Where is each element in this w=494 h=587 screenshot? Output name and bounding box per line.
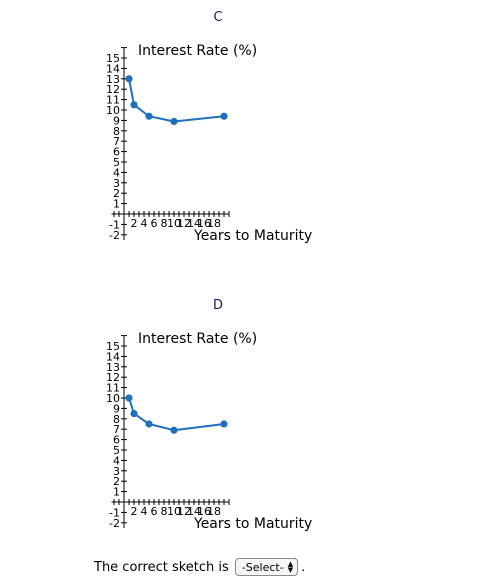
x-tick-label: 2	[131, 505, 138, 518]
x-tick-label: 6	[151, 505, 158, 518]
y-tick-label: 1	[113, 198, 120, 211]
data-point	[170, 426, 178, 434]
y-tick-label: 12	[106, 83, 120, 96]
x-tick-label: 12	[177, 505, 191, 518]
y-tick-label: 12	[106, 371, 120, 384]
x-tick-label: 14	[187, 217, 201, 230]
sketch-select[interactable]: -Select- ▲ ▼	[234, 558, 299, 576]
x-tick-label: 14	[187, 505, 201, 518]
data-point	[130, 101, 138, 109]
y-tick-label: 13	[106, 361, 120, 374]
y-tick-label: 1	[113, 486, 120, 499]
data-point	[170, 117, 178, 126]
data-point	[220, 420, 228, 428]
sketch-select-value: -Select-	[241, 560, 284, 574]
y-tick-label: 15	[106, 52, 120, 65]
y-tick-label: 6	[113, 146, 120, 159]
y-tick-label: 5	[113, 156, 120, 169]
y-tick-label: 14	[106, 350, 120, 363]
x-tick-label: 10	[167, 217, 181, 230]
data-point	[130, 410, 138, 418]
y-tick-label: 14	[106, 62, 120, 75]
x-tick-label: 4	[141, 505, 148, 518]
x-tick-label: 16	[197, 505, 211, 518]
x-tick-label: 18	[207, 505, 221, 518]
chart-title-d: D	[212, 298, 223, 313]
y-tick-label: 2	[113, 475, 120, 488]
series-line	[128, 397, 225, 432]
y-tick-label: 4	[113, 454, 120, 467]
y-tick-label: -2	[109, 229, 120, 242]
y-tick-label: 7	[113, 423, 120, 436]
y-tick-label: 9	[113, 114, 120, 127]
x-axis-label: Years to Maturity	[193, 516, 312, 532]
y-tick-label: 15	[106, 340, 120, 353]
answer-label: The correct sketch is	[94, 559, 229, 575]
x-tick-label: 10	[167, 505, 181, 518]
data-point	[145, 420, 153, 428]
x-tick-label: 18	[207, 217, 221, 230]
y-tick-label: 2	[113, 187, 120, 200]
y-tick-label: 13	[106, 73, 120, 86]
x-tick-label: 6	[151, 217, 158, 230]
y-axis-label: Interest Rate (%)	[138, 331, 257, 347]
y-axis-label: Interest Rate (%)	[138, 43, 257, 59]
series-line	[128, 78, 225, 123]
data-point	[125, 75, 133, 83]
y-tick-label: 11	[106, 382, 120, 395]
x-axis-label: Years to Maturity	[193, 228, 312, 244]
y-tick-label: 9	[113, 402, 120, 415]
answer-row: The correct sketch is -Select- ▲ ▼ .	[94, 558, 305, 576]
y-tick-label: -1	[109, 218, 120, 231]
y-tick-label: 5	[113, 444, 120, 457]
y-tick-label: 8	[113, 125, 120, 138]
select-arrows-icon: ▲ ▼	[287, 560, 294, 574]
answer-period: .	[301, 559, 306, 575]
y-tick-label: 8	[113, 413, 120, 426]
y-tick-label: 10	[106, 104, 120, 117]
chart-title-c: C	[213, 10, 223, 25]
y-tick-label: 7	[113, 135, 120, 148]
y-tick-label: 6	[113, 434, 120, 447]
x-tick-label: 4	[141, 217, 148, 230]
y-tick-label: 10	[106, 392, 120, 405]
x-tick-label: 8	[161, 217, 168, 230]
y-tick-label: 11	[106, 94, 120, 107]
data-point	[220, 112, 228, 120]
y-tick-label: -1	[109, 506, 120, 519]
y-tick-label: 3	[113, 465, 120, 478]
data-point	[145, 112, 153, 120]
data-point	[125, 394, 133, 402]
y-tick-label: 3	[113, 177, 120, 190]
y-tick-label: 4	[113, 166, 120, 179]
x-tick-label: 12	[177, 217, 191, 230]
x-tick-label: 2	[131, 217, 138, 230]
x-tick-label: 16	[197, 217, 211, 230]
y-tick-label: -2	[109, 517, 120, 530]
x-tick-label: 8	[161, 505, 168, 518]
